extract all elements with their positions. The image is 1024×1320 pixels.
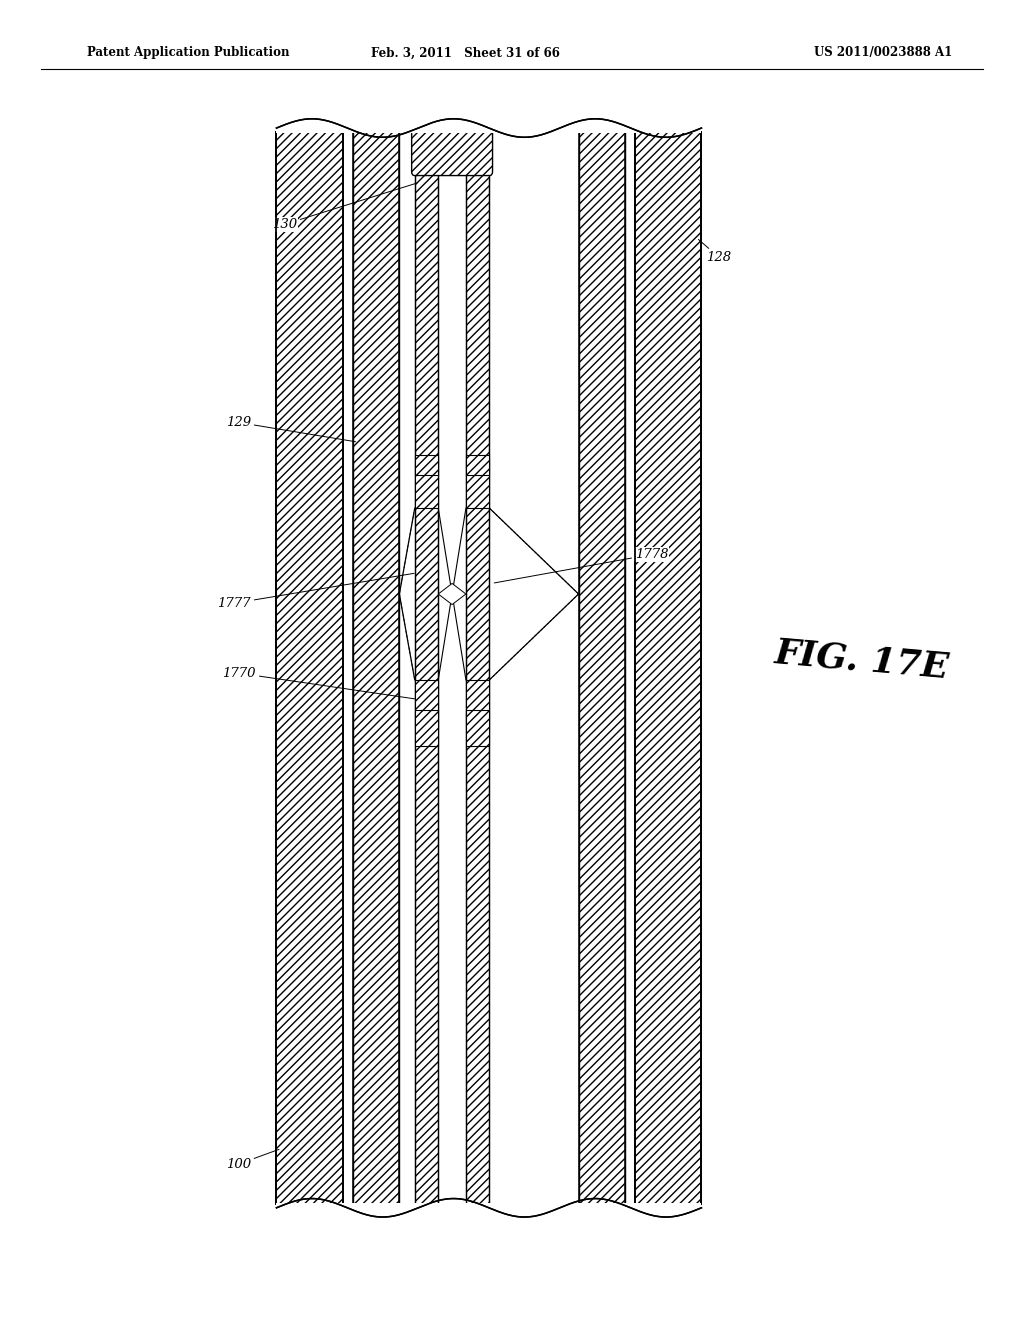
Bar [415,459,438,508]
Bar [276,1203,701,1230]
Text: 1777: 1777 [217,573,414,610]
Bar [466,455,489,475]
Bar [466,459,489,508]
Bar [415,172,438,1204]
Text: 128: 128 [698,239,732,264]
FancyBboxPatch shape [412,125,493,176]
Bar [466,680,489,729]
Text: 1770: 1770 [222,667,417,700]
Text: 100: 100 [225,1150,279,1171]
Text: Patent Application Publication: Patent Application Publication [87,46,290,59]
Text: US 2011/0023888 A1: US 2011/0023888 A1 [814,46,952,59]
Text: 1778: 1778 [495,548,669,583]
Bar [415,455,438,475]
Bar [353,132,399,1204]
Bar [415,710,438,746]
Bar [276,106,701,133]
Text: FIG. 17E: FIG. 17E [773,635,950,685]
Text: 129: 129 [225,416,355,442]
Bar [635,132,701,1204]
Bar [466,172,489,1204]
Bar [415,680,438,729]
Bar [466,710,489,746]
Bar [276,132,343,1204]
Polygon shape [438,583,466,605]
Text: Feb. 3, 2011   Sheet 31 of 66: Feb. 3, 2011 Sheet 31 of 66 [372,46,560,59]
Text: 130: 130 [271,183,417,231]
Bar [579,132,625,1204]
